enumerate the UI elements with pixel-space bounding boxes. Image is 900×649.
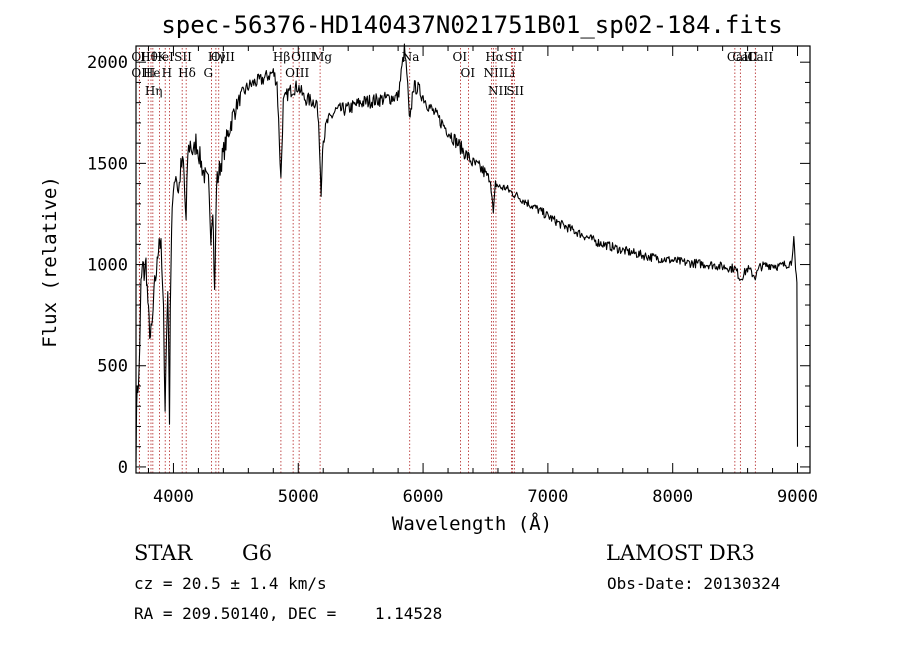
line-marker-label: H — [162, 66, 172, 80]
line-marker-label: OIII — [131, 66, 155, 80]
spectrum-line — [135, 43, 799, 462]
line-marker-label: Mg — [312, 50, 332, 64]
coordinates: RA = 209.50140, DEC = 1.14528 — [134, 604, 443, 623]
redshift-readout: cz = 20.5 ± 1.4 km/s — [134, 574, 327, 593]
line-marker-label: K — [157, 50, 167, 64]
line-marker-label: Hδ — [178, 66, 196, 80]
x-tick-label: 5000 — [278, 487, 319, 507]
line-marker-label: Hη — [145, 84, 163, 98]
y-tick-label: 2000 — [87, 53, 128, 73]
line-marker-label: He — [143, 66, 161, 80]
line-marker-label: CaII — [732, 50, 758, 64]
line-marker-label: OI — [461, 66, 476, 80]
line-marker-label: OIII — [211, 50, 235, 64]
line-marker-label: Hα — [485, 50, 504, 64]
x-tick-label: 4000 — [153, 487, 194, 507]
line-marker-label: CaII — [727, 50, 753, 64]
x-axis-label: Wavelength (Å) — [392, 512, 552, 535]
line-marker-label: OIII — [285, 66, 309, 80]
line-marker-label: CaII — [747, 50, 773, 64]
y-tick-label: 1500 — [87, 154, 128, 174]
line-marker-label: HeI — [152, 50, 175, 64]
object-type: STAR — [134, 541, 193, 565]
line-marker-label: Li — [503, 66, 515, 80]
line-marker-label: Hγ — [208, 50, 226, 64]
x-tick-label: 9000 — [777, 487, 818, 507]
y-tick-label: 500 — [97, 357, 128, 377]
line-marker-label: OIII — [291, 50, 315, 64]
line-marker-label: SII — [505, 50, 523, 64]
x-tick-label: 8000 — [652, 487, 693, 507]
line-marker-label: SII — [174, 50, 192, 64]
line-marker-label: Hβ — [273, 50, 290, 64]
line-marker-label: G — [204, 66, 214, 80]
spectral-class: G6 — [242, 541, 273, 565]
y-tick-label: 0 — [118, 458, 128, 478]
plot-frame — [135, 45, 811, 474]
x-tick-label: 7000 — [527, 487, 568, 507]
y-axis-label: Flux (relative) — [39, 176, 61, 348]
y-tick-label: 1000 — [87, 256, 128, 276]
line-marker-label: Hθ — [140, 50, 158, 64]
x-tick-label: 6000 — [403, 487, 444, 507]
line-marker-label: OI — [453, 50, 468, 64]
survey-name: LAMOST DR3 — [606, 541, 755, 565]
chart-title: spec-56376-HD140437N021751B01_sp02-184.f… — [161, 11, 782, 39]
line-marker-label: SII — [506, 84, 524, 98]
line-marker-label: NII — [488, 84, 508, 98]
line-marker-label: NII — [483, 66, 503, 80]
obs-date: Obs-Date: 20130324 — [607, 574, 781, 593]
